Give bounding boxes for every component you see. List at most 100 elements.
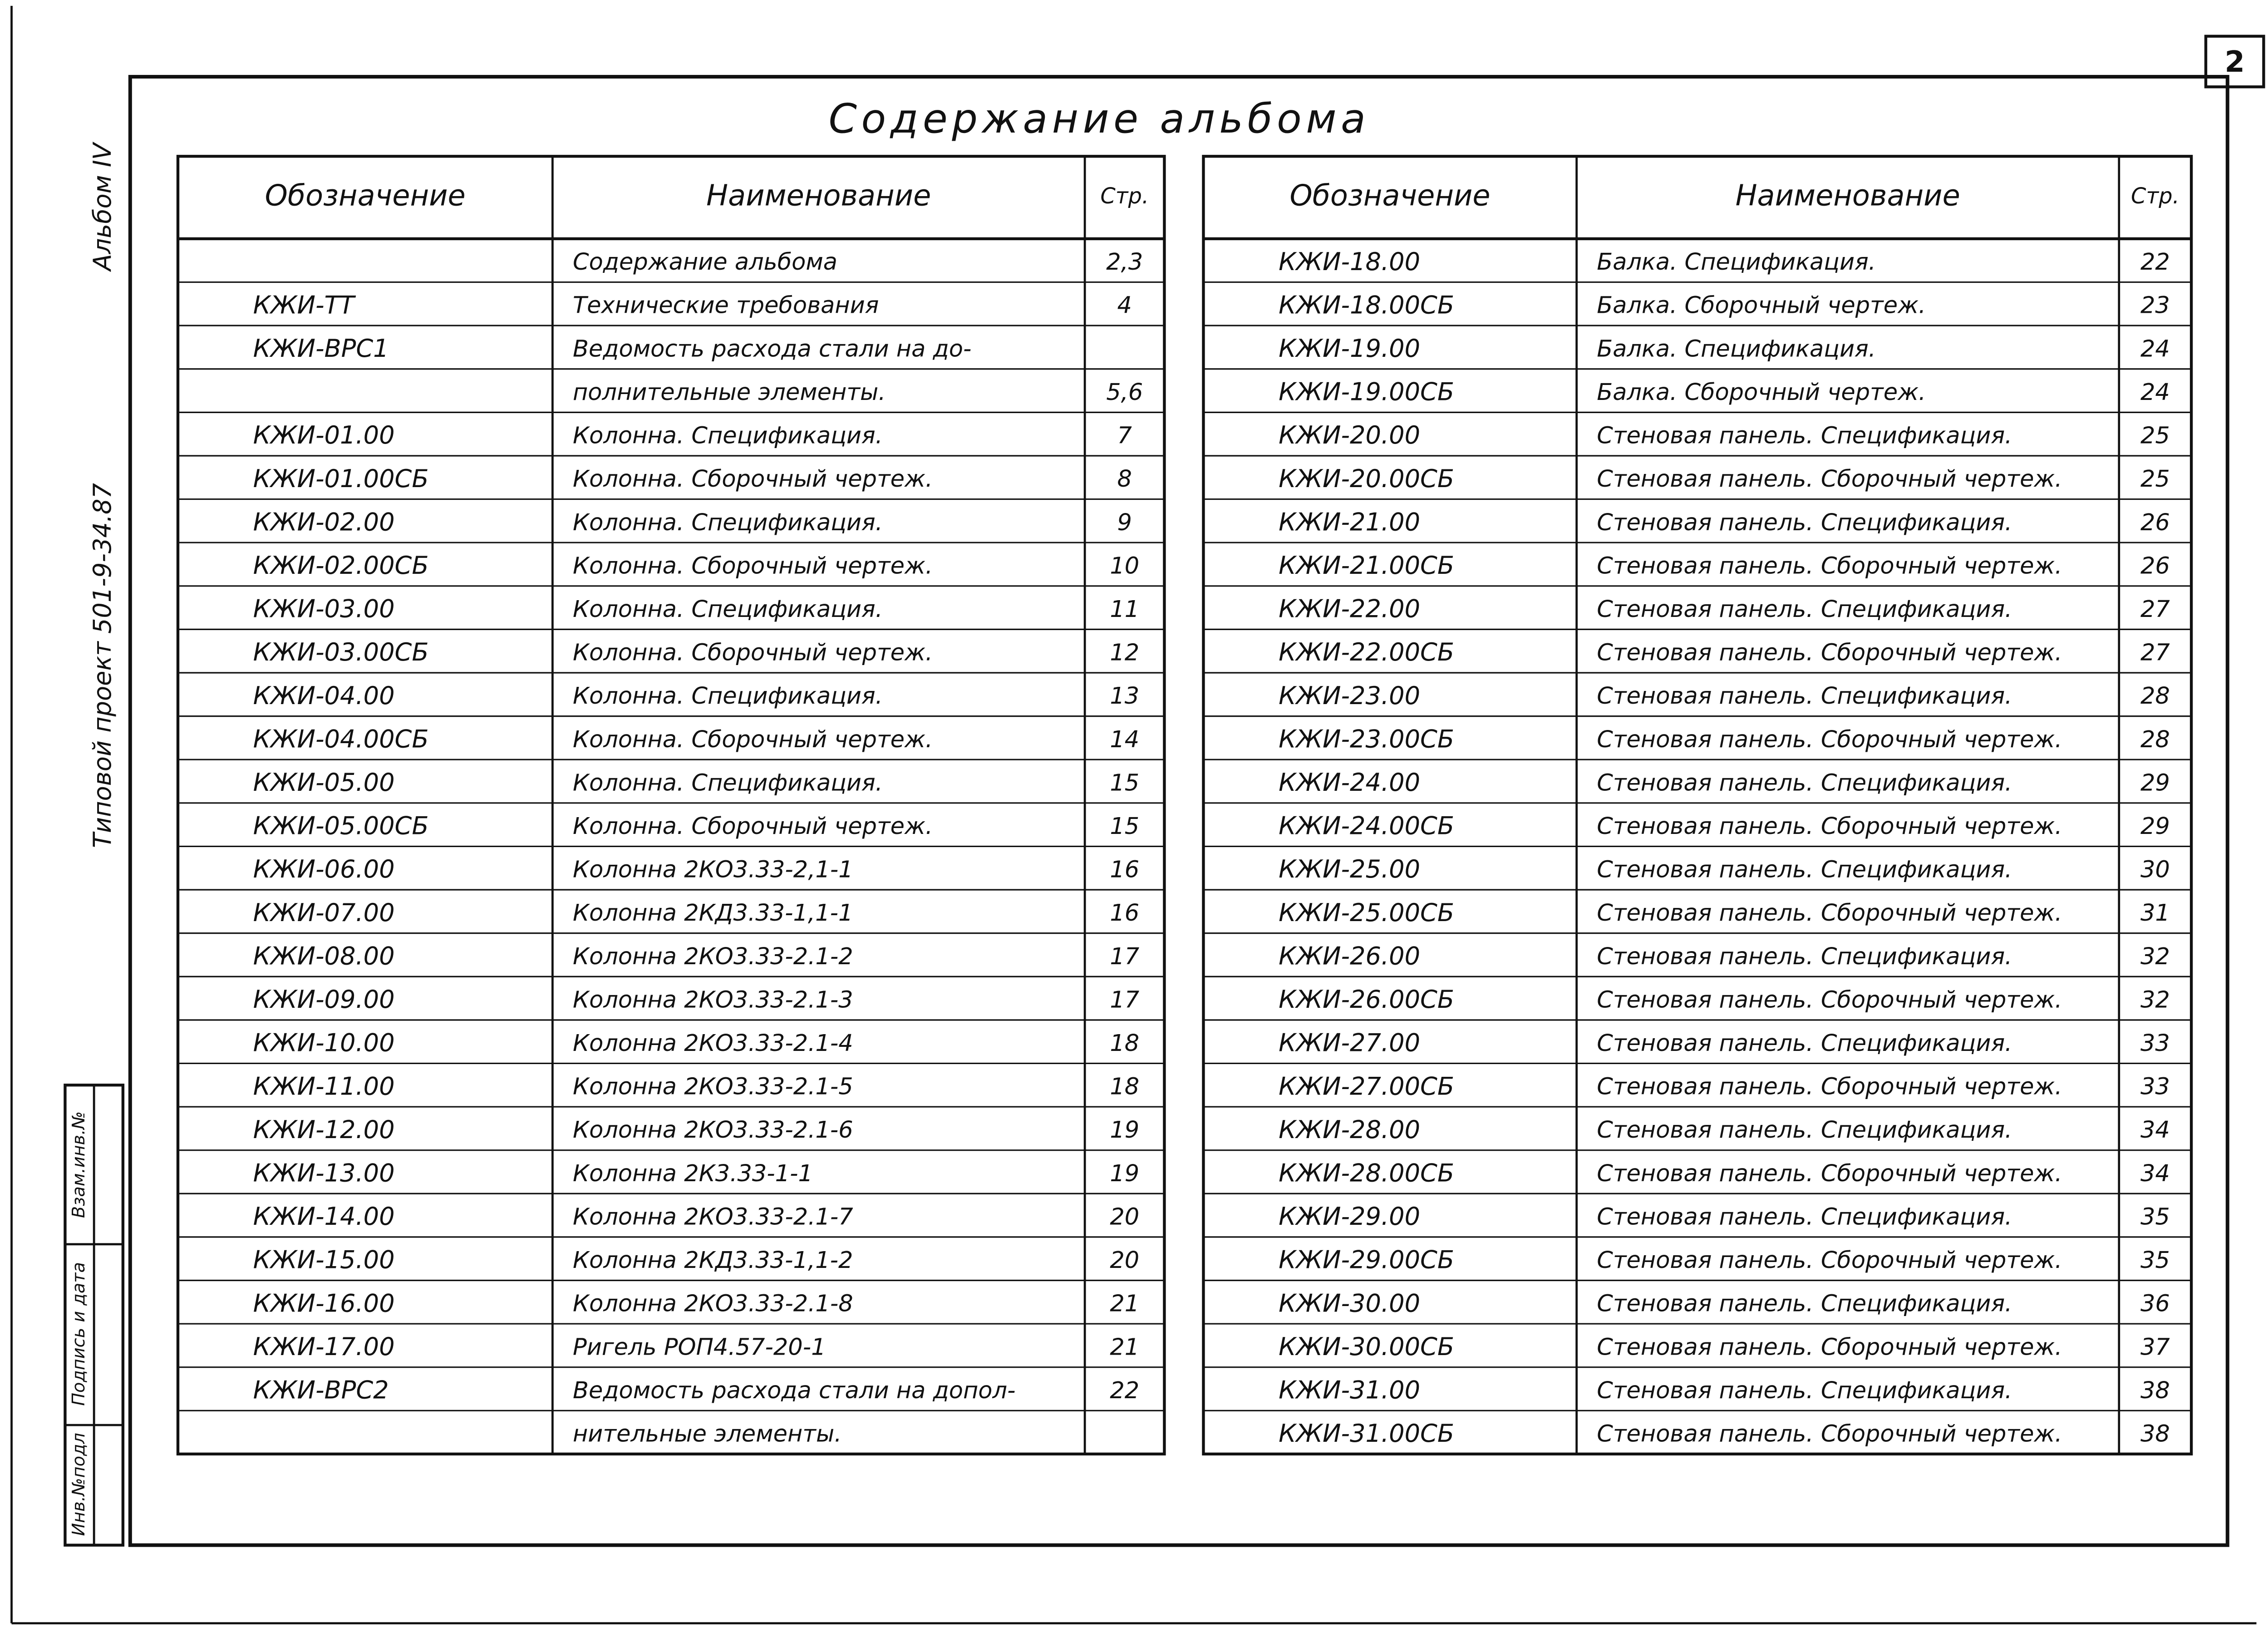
designation: КЖИ-22.00СБ bbox=[1279, 638, 1454, 666]
designation: КЖИ-26.00СБ bbox=[1279, 985, 1454, 1014]
designation: КЖИ-15.00 bbox=[253, 1246, 395, 1274]
page-ref: 5,6 bbox=[1106, 379, 1143, 406]
page-ref: 32 bbox=[2140, 943, 2170, 970]
designation: КЖИ-02.00 bbox=[253, 508, 395, 536]
item-name: Колонна 2К3.33-1-1 bbox=[573, 1160, 813, 1187]
designation: КЖИ-03.00СБ bbox=[253, 638, 429, 666]
page-ref: 31 bbox=[2140, 900, 2170, 927]
designation: КЖИ-ВРС1 bbox=[253, 334, 389, 363]
sheet-number-box bbox=[2204, 35, 2265, 89]
designation: КЖИ-ВРС2 bbox=[253, 1376, 389, 1405]
item-name: Стеновая панель. Сборочный чертеж. bbox=[1597, 726, 2062, 753]
page-ref: 24 bbox=[2140, 335, 2170, 362]
designation: КЖИ-10.00 bbox=[253, 1029, 395, 1057]
item-name: Колонна 2КО3.33-2.1-8 bbox=[573, 1291, 853, 1317]
item-name: Колонна 2КД3.33-1,1-2 bbox=[573, 1247, 853, 1274]
designation: КЖИ-09.00 bbox=[253, 985, 395, 1014]
item-name: Содержание альбома bbox=[573, 249, 837, 276]
table-border bbox=[1202, 155, 2193, 1456]
page-ref: 11 bbox=[1110, 596, 1139, 623]
page-ref: 29 bbox=[2140, 769, 2170, 796]
sheet-frame bbox=[128, 75, 2229, 1547]
designation: КЖИ-12.00 bbox=[253, 1115, 395, 1144]
item-name: Колонна. Спецификация. bbox=[573, 423, 883, 449]
item-name: нительные элементы. bbox=[573, 1420, 841, 1447]
page-ref: 22 bbox=[1110, 1377, 1139, 1404]
page-ref: 14 bbox=[1110, 726, 1139, 753]
item-name: Колонна. Сборочный чертеж. bbox=[573, 813, 933, 840]
designation: КЖИ-24.00СБ bbox=[1279, 812, 1454, 840]
designation: КЖИ-20.00 bbox=[1279, 421, 1420, 449]
item-name: Колонна 2КО3.33-2.1-6 bbox=[573, 1117, 853, 1144]
item-name: Балка. Сборочный чертеж. bbox=[1597, 292, 1926, 319]
page-ref: 15 bbox=[1110, 813, 1139, 840]
item-name: Стеновая панель. Сборочный чертеж. bbox=[1597, 900, 2062, 927]
designation: КЖИ-21.00 bbox=[1279, 508, 1420, 536]
item-name: Стеновая панель. Спецификация. bbox=[1597, 1377, 2012, 1404]
item-name: Ведомость расхода стали на допол- bbox=[573, 1377, 1015, 1404]
item-name: Ведомость расхода стали на до- bbox=[573, 335, 971, 362]
page-ref: 21 bbox=[1110, 1334, 1139, 1361]
designation: КЖИ-29.00 bbox=[1279, 1202, 1420, 1231]
column-header: Наименование bbox=[1736, 179, 1960, 213]
designation: КЖИ-25.00СБ bbox=[1279, 898, 1454, 927]
item-name: Колонна. Спецификация. bbox=[573, 683, 883, 710]
page-ref: 33 bbox=[2140, 1030, 2170, 1057]
designation: КЖИ-28.00СБ bbox=[1279, 1159, 1454, 1187]
page-ref: 7 bbox=[1117, 423, 1132, 449]
item-name: Стеновая панель. Сборочный чертеж. bbox=[1597, 1334, 2062, 1361]
designation: КЖИ-31.00 bbox=[1279, 1376, 1420, 1405]
designation: КЖИ-01.00 bbox=[253, 421, 395, 449]
designation: КЖИ-ТТ bbox=[253, 291, 356, 319]
item-name: Стеновая панель. Сборочный чертеж. bbox=[1597, 1420, 2062, 1447]
page-ref: 15 bbox=[1110, 769, 1139, 796]
page-ref: 21 bbox=[1110, 1291, 1139, 1317]
page-ref: 27 bbox=[2140, 596, 2170, 623]
designation: КЖИ-08.00 bbox=[253, 942, 395, 970]
designation: КЖИ-11.00 bbox=[253, 1072, 395, 1100]
item-name: Стеновая панель. Сборочный чертеж. bbox=[1597, 1160, 2062, 1187]
item-name: Балка. Спецификация. bbox=[1597, 335, 1876, 362]
page-ref: 13 bbox=[1110, 683, 1139, 710]
item-name: Колонна 2КО3.33-2,1-1 bbox=[573, 857, 853, 883]
title: Содержание альбома bbox=[829, 95, 1370, 143]
designation: КЖИ-13.00 bbox=[253, 1159, 395, 1187]
page-ref: 4 bbox=[1117, 292, 1132, 319]
page-ref: 25 bbox=[2140, 423, 2170, 449]
designation: КЖИ-19.00 bbox=[1279, 334, 1420, 363]
item-name: Стеновая панель. Спецификация. bbox=[1597, 423, 2012, 449]
page-ref: 33 bbox=[2140, 1074, 2170, 1100]
page-ref: 35 bbox=[2140, 1203, 2170, 1230]
page-ref: 20 bbox=[1110, 1203, 1139, 1230]
item-name: Колонна. Спецификация. bbox=[573, 509, 883, 536]
page-ref: 9 bbox=[1117, 509, 1132, 536]
sheet-number: 2 bbox=[2225, 45, 2245, 79]
designation: КЖИ-19.00СБ bbox=[1279, 378, 1454, 406]
page-ref: 37 bbox=[2140, 1334, 2170, 1361]
page-ref: 32 bbox=[2140, 986, 2170, 1013]
designation: КЖИ-23.00 bbox=[1279, 681, 1420, 710]
designation: КЖИ-01.00СБ bbox=[253, 464, 429, 493]
page-ref: 22 bbox=[2140, 249, 2170, 276]
page-ref: 20 bbox=[1110, 1247, 1139, 1274]
item-name: Колонна 2КО3.33-2.1-4 bbox=[573, 1030, 853, 1057]
album-label: Альбом IV bbox=[88, 141, 117, 272]
designation: КЖИ-18.00 bbox=[1279, 247, 1420, 276]
item-name: Стеновая панель. Спецификация. bbox=[1597, 857, 2012, 883]
stamp-label: Взам.инв.№ bbox=[69, 1111, 89, 1218]
item-name: Стеновая панель. Сборочный чертеж. bbox=[1597, 813, 2062, 840]
designation: КЖИ-04.00 bbox=[253, 681, 395, 710]
designation: КЖИ-29.00СБ bbox=[1279, 1246, 1454, 1274]
page-ref: 34 bbox=[2140, 1160, 2170, 1187]
designation: КЖИ-23.00СБ bbox=[1279, 725, 1454, 753]
page-ref: 17 bbox=[1110, 986, 1139, 1013]
item-name: Колонна 2КО3.33-2.1-2 bbox=[573, 943, 853, 970]
page-ref: 24 bbox=[2140, 379, 2170, 406]
page-ref: 25 bbox=[2140, 466, 2170, 493]
item-name: Балка. Спецификация. bbox=[1597, 249, 1876, 276]
item-name: Стеновая панель. Сборочный чертеж. bbox=[1597, 1247, 2062, 1274]
column-header: Обозначение bbox=[1289, 179, 1490, 213]
designation: КЖИ-27.00 bbox=[1279, 1029, 1420, 1057]
